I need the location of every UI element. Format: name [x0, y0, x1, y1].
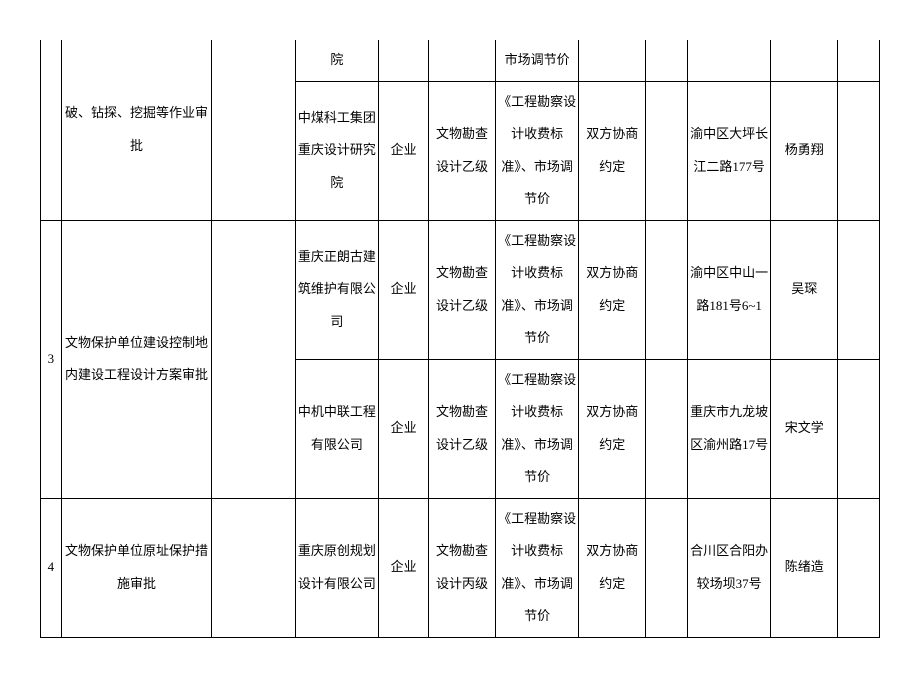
- cell: [379, 40, 429, 81]
- cell: [212, 40, 295, 220]
- cell: [212, 498, 295, 637]
- cell: [429, 40, 496, 81]
- cell: 中煤科工集团重庆设计研究院: [295, 81, 378, 220]
- table-row: 3 文物保护单位建设控制地内建设工程设计方案审批 重庆正朗古建筑维护有限公司 企…: [41, 220, 880, 359]
- cell: 企业: [379, 359, 429, 498]
- cell: 渝中区中山一路181号6~1: [687, 220, 770, 359]
- cell: 《工程勘察设计收费标准》、市场调节价: [495, 81, 578, 220]
- cell: [646, 40, 688, 81]
- cell: 合川区合阳办较场坝37号: [687, 498, 770, 637]
- cell: [646, 359, 688, 498]
- cell: [838, 81, 880, 220]
- cell: [838, 359, 880, 498]
- cell: [646, 220, 688, 359]
- cell: 企业: [379, 220, 429, 359]
- cell: 渝中区大坪长江二路177号: [687, 81, 770, 220]
- cell: [838, 498, 880, 637]
- cell: 破、钻探、挖掘等作业审批: [61, 40, 211, 220]
- cell: [212, 220, 295, 498]
- cell: 双方协商约定: [579, 359, 646, 498]
- cell: 杨勇翔: [771, 81, 838, 220]
- table-row: 破、钻探、挖掘等作业审批 院 市场调节价: [41, 40, 880, 81]
- cell: 院: [295, 40, 378, 81]
- cell: 双方协商约定: [579, 220, 646, 359]
- cell: 文物保护单位建设控制地内建设工程设计方案审批: [61, 220, 211, 498]
- cell: 文物勘查设计乙级: [429, 359, 496, 498]
- cell: 市场调节价: [495, 40, 578, 81]
- cell: 宋文学: [771, 359, 838, 498]
- cell: 中机中联工程有限公司: [295, 359, 378, 498]
- cell: 重庆原创规划设计有限公司: [295, 498, 378, 637]
- cell: 文物勘查设计乙级: [429, 220, 496, 359]
- cell: 双方协商约定: [579, 498, 646, 637]
- cell: 《工程勘察设计收费标准》、市场调节价: [495, 359, 578, 498]
- cell: 文物勘查设计丙级: [429, 498, 496, 637]
- table-row: 4 文物保护单位原址保护措施审批 重庆原创规划设计有限公司 企业 文物勘查设计丙…: [41, 498, 880, 637]
- cell: 文物保护单位原址保护措施审批: [61, 498, 211, 637]
- data-table: 破、钻探、挖掘等作业审批 院 市场调节价 中煤科工集团重庆设计研究院 企业 文物…: [40, 40, 880, 638]
- cell: 重庆市九龙坡区渝州路17号: [687, 359, 770, 498]
- cell: [838, 40, 880, 81]
- cell: [579, 40, 646, 81]
- cell: 企业: [379, 81, 429, 220]
- cell: 重庆正朗古建筑维护有限公司: [295, 220, 378, 359]
- cell: 陈绪造: [771, 498, 838, 637]
- cell: [646, 498, 688, 637]
- cell: [646, 81, 688, 220]
- cell: [41, 40, 62, 220]
- cell: 双方协商约定: [579, 81, 646, 220]
- cell: [771, 40, 838, 81]
- cell: 4: [41, 498, 62, 637]
- cell: 文物勘查设计乙级: [429, 81, 496, 220]
- cell: 《工程勘察设计收费标准》、市场调节价: [495, 220, 578, 359]
- cell: [687, 40, 770, 81]
- cell: 3: [41, 220, 62, 498]
- cell: 《工程勘察设计收费标准》、市场调节价: [495, 498, 578, 637]
- cell: 企业: [379, 498, 429, 637]
- cell: 吴琛: [771, 220, 838, 359]
- cell: [838, 220, 880, 359]
